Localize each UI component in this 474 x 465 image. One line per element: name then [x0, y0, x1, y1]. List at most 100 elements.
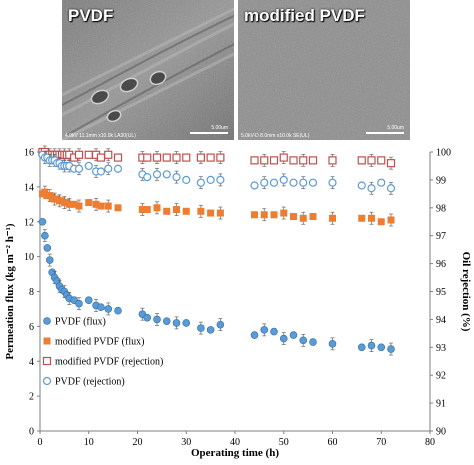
data-point — [216, 175, 225, 185]
x-tick-label: 70 — [376, 437, 386, 448]
data-point — [299, 178, 308, 187]
data-point — [162, 170, 171, 179]
x-tick-label: 60 — [328, 437, 338, 448]
data-point — [309, 213, 317, 221]
data-point — [289, 331, 298, 339]
data-point — [280, 209, 288, 217]
x-tick-label: 30 — [181, 437, 191, 448]
y-right-tick-label: 92 — [436, 371, 446, 382]
data-point — [74, 164, 84, 173]
data-point — [152, 170, 162, 179]
data-point — [329, 214, 336, 222]
data-point — [308, 178, 318, 187]
y-right-tick-label: 91 — [436, 399, 446, 410]
data-point — [162, 153, 171, 162]
x-tick-label: 20 — [133, 437, 143, 448]
data-point — [197, 207, 205, 215]
data-point — [84, 150, 93, 159]
data-point — [104, 202, 112, 210]
data-point — [162, 317, 171, 325]
scale-bar — [190, 132, 228, 134]
sem-title-modified-pvdf: modified PVDF — [244, 6, 365, 25]
data-point — [85, 199, 93, 207]
data-point — [163, 207, 171, 215]
legend-label: modified PVDF (flux) — [55, 337, 144, 348]
data-point — [182, 175, 191, 185]
y-left-tick-label: 14 — [24, 182, 34, 193]
data-point — [216, 153, 225, 162]
y-right-tick-label: 97 — [436, 231, 446, 242]
flux-rejection-chart: 0 10 20 30 40 50 60 70 80 0 2 4 6 8 10 12 14 16 90 91 92 93 94… — [4, 145, 472, 459]
scale-label: 5.00um — [387, 125, 404, 131]
data-point — [206, 153, 215, 162]
data-point — [197, 324, 205, 332]
y-left-tick-label: 2 — [29, 392, 34, 403]
y-left-tick-label: 12 — [24, 217, 34, 228]
series-0 — [38, 217, 395, 356]
data-point — [143, 313, 152, 322]
data-point — [377, 343, 386, 352]
data-point — [290, 213, 297, 221]
data-point — [328, 178, 337, 187]
y-right-tick-label: 98 — [436, 203, 446, 214]
data-point — [97, 303, 105, 311]
y-right-tick-label: 100 — [436, 148, 451, 159]
data-point — [328, 156, 337, 165]
data-point — [279, 153, 288, 162]
data-point — [206, 175, 215, 185]
y-axis-right-title: Oil rejection (%) — [460, 252, 472, 332]
data-point — [70, 200, 78, 208]
sem-title-pvdf: PVDF — [68, 6, 114, 25]
data-point — [308, 156, 318, 165]
x-tick-label: 80 — [425, 437, 435, 448]
data-point — [196, 178, 205, 187]
series-3 — [38, 150, 396, 195]
data-point — [357, 181, 366, 190]
data-point — [45, 256, 54, 264]
data-point — [216, 209, 224, 217]
data-point — [250, 331, 259, 339]
y-left-tick-label: 6 — [29, 322, 34, 333]
data-point — [96, 167, 106, 176]
data-point — [270, 327, 278, 336]
data-point — [279, 175, 288, 185]
chart-axes — [37, 151, 433, 434]
data-point — [38, 217, 47, 226]
y-right-tick-label: 93 — [436, 343, 446, 354]
data-point — [270, 211, 278, 219]
data-point — [279, 334, 288, 343]
scale-label: 5.00um — [211, 125, 228, 131]
sem-info-pvdf: 4.0kV 11.1mm x10.0k LA30(UL) — [65, 133, 136, 139]
data-point — [43, 244, 52, 252]
data-point — [182, 207, 190, 215]
data-point — [387, 216, 395, 224]
tick-labels: 0 10 20 30 40 50 60 70 80 0 2 4 6 8 10 12 14 16 90 91 92 93 94… — [24, 148, 451, 449]
data-point — [104, 305, 113, 313]
data-point — [153, 204, 161, 212]
data-point — [84, 296, 93, 305]
data-point — [153, 315, 161, 324]
data-point — [114, 306, 122, 315]
chart-legend: PVDF (flux) modified PVDF (flux) modified … — [42, 317, 163, 388]
data-point — [377, 218, 385, 226]
data-point — [299, 214, 307, 222]
data-point — [386, 159, 396, 168]
data-point — [182, 153, 191, 162]
data-point — [357, 156, 366, 165]
data-point — [172, 319, 181, 327]
legend-marker — [43, 337, 51, 345]
scale-bar — [366, 132, 404, 134]
data-point — [358, 214, 366, 222]
data-point — [260, 178, 269, 187]
y-left-tick-label: 8 — [29, 287, 34, 298]
data-point — [143, 206, 151, 214]
y-left-tick-label: 4 — [29, 357, 34, 368]
y-left-tick-label: 10 — [24, 252, 34, 263]
data-point — [377, 178, 386, 187]
data-point — [113, 153, 123, 162]
legend-label: PVDF (rejection) — [55, 377, 125, 388]
data-point — [367, 184, 376, 193]
y-axis-left-title: Permeation flux (kg m⁻² h⁻¹) — [4, 223, 16, 359]
y-left-tick-label: 0 — [29, 427, 34, 438]
data-point — [386, 184, 396, 193]
